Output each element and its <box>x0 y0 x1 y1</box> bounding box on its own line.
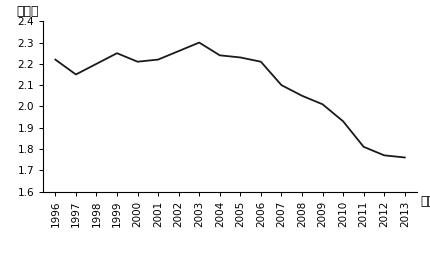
Text: （年）: （年） <box>421 195 430 208</box>
Text: （倍）: （倍） <box>17 5 39 18</box>
